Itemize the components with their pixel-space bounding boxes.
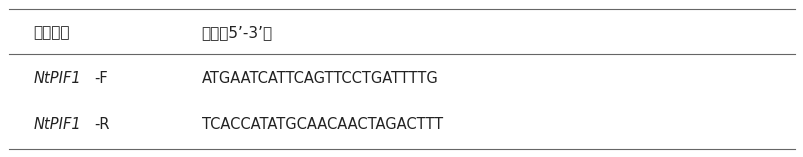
- Text: NtPIF1: NtPIF1: [34, 117, 81, 132]
- Text: 序列（5’-3’）: 序列（5’-3’）: [202, 25, 272, 40]
- Text: 引物名称: 引物名称: [34, 25, 70, 40]
- Text: ATGAATCATTCAGTTCCTGATTTTG: ATGAATCATTCAGTTCCTGATTTTG: [202, 71, 438, 86]
- Text: NtPIF1: NtPIF1: [34, 71, 81, 86]
- Text: -F: -F: [95, 71, 108, 86]
- Text: TCACCATATGCAACAACTAGACTTT: TCACCATATGCAACAACTAGACTTT: [202, 117, 442, 132]
- Text: -R: -R: [95, 117, 110, 132]
